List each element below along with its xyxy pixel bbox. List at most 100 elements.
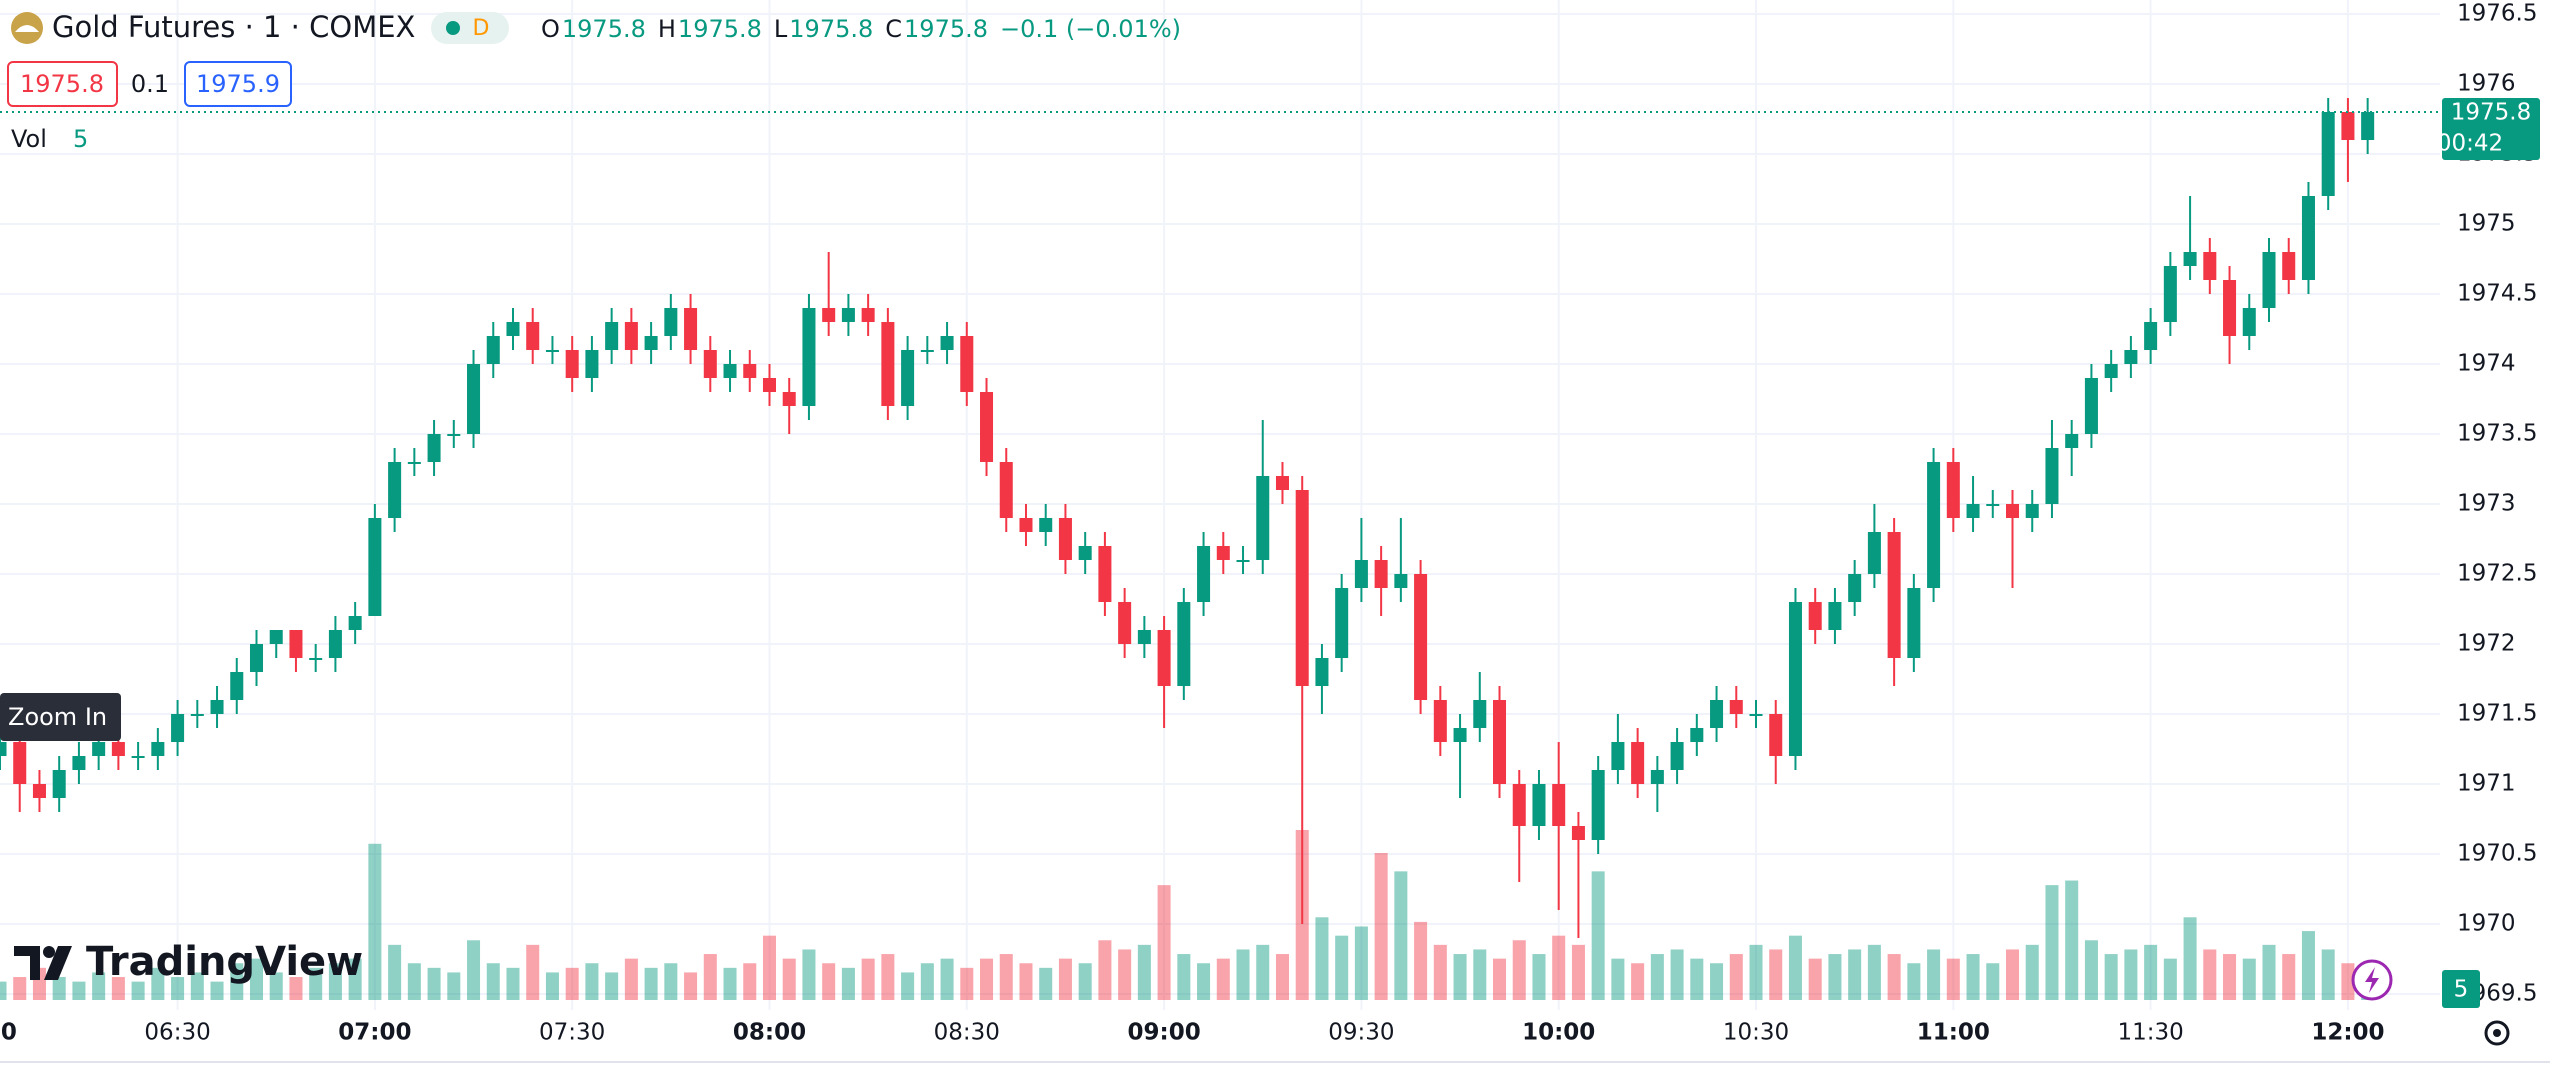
ohlc-key: L	[774, 15, 788, 43]
candle-body	[348, 616, 362, 630]
candle-body	[782, 392, 796, 406]
candle-body	[526, 322, 540, 350]
volume-bar	[111, 977, 125, 1000]
candle-body	[2203, 252, 2217, 280]
volume-bar	[289, 977, 303, 1000]
volume-bar	[171, 977, 185, 1000]
status-badge: D	[473, 16, 490, 41]
last-volume-badge	[2442, 970, 2480, 1008]
candle-body	[743, 364, 757, 378]
volume-bar	[131, 981, 145, 1000]
candle-body	[447, 434, 461, 436]
y-tick-label: 1976.5	[2457, 1, 2537, 27]
candle-body	[1078, 546, 1092, 560]
volume-bar	[684, 972, 698, 1000]
candle-body	[960, 336, 974, 392]
y-tick-label: 1974.5	[2457, 281, 2537, 307]
bid-box[interactable]	[7, 61, 118, 107]
candle-body	[1946, 462, 1960, 518]
y-tick-label: 1976	[2457, 71, 2516, 97]
candle-body	[1611, 742, 1625, 770]
volume-bar	[1946, 958, 1960, 1000]
candle-body	[1591, 770, 1605, 840]
candle-body	[861, 308, 875, 322]
volume-bar	[249, 958, 264, 1000]
volume-bar	[980, 958, 994, 1000]
volume-bar	[2341, 963, 2355, 1000]
volume-bar	[1315, 917, 1329, 1000]
volume-bar	[1907, 963, 1921, 1000]
candle-body	[2321, 112, 2335, 196]
volume-bar	[1118, 949, 1132, 1000]
countdown-label: 00:42	[2437, 131, 2503, 157]
candle-body	[1295, 490, 1309, 686]
candle-body	[2104, 364, 2118, 378]
volume-bar	[407, 963, 421, 1000]
ohlc-key: O	[541, 15, 560, 43]
candle-body	[210, 700, 224, 714]
volume-bar	[1650, 954, 1664, 1000]
candle-body	[1887, 532, 1901, 658]
volume-bar	[841, 967, 855, 1000]
volume-bar	[1512, 940, 1526, 1000]
volume-bar	[2084, 940, 2098, 1000]
volume-bar	[2005, 949, 2020, 1000]
candle-body	[309, 658, 323, 660]
symbol-title[interactable]: Gold Futures · 1 · COMEX	[52, 10, 415, 44]
x-tick-label: 12:00	[2311, 1020, 2384, 1046]
volume-bar	[1473, 949, 1487, 1000]
candle-body	[1927, 462, 1941, 588]
candle-body	[1690, 728, 1704, 742]
candle-body	[2282, 252, 2296, 280]
volume-bar	[2025, 944, 2039, 1000]
ohlc-key: H	[658, 15, 676, 43]
ohlc-values: O 1975.8 H 1975.8 L 1975.8 C 1975.8 −0.1 (−0.01%…	[541, 15, 1181, 43]
candle-body	[565, 350, 579, 378]
candle-body	[1571, 826, 1585, 840]
candle-body	[2262, 252, 2276, 308]
settings-button[interactable]	[2484, 1020, 2510, 1046]
volume-bar	[1690, 958, 1704, 1000]
volume-bar	[1887, 954, 1901, 1000]
x-tick-label: 07:00	[338, 1020, 411, 1046]
volume-bar	[2183, 917, 2197, 1000]
candle-body	[1433, 700, 1447, 742]
volume-bar	[486, 963, 500, 1000]
candle-body	[1275, 476, 1289, 490]
x-tick-label: 07:30	[539, 1020, 605, 1046]
volume-bar	[782, 958, 796, 1000]
candle-body	[1907, 588, 1921, 658]
y-tick-label: 1970.5	[2457, 841, 2537, 867]
volume-bar	[388, 944, 402, 1000]
volume-bar	[427, 967, 441, 1000]
candle-body	[920, 350, 934, 352]
ask-box[interactable]	[184, 61, 292, 107]
volume-bar	[999, 954, 1013, 1000]
status-pill[interactable]	[431, 12, 509, 44]
volume-bar	[1197, 963, 1211, 1000]
candle-body	[1315, 658, 1329, 686]
candle-body	[2084, 378, 2098, 434]
candle-body	[1552, 784, 1566, 826]
volume-bar	[920, 963, 934, 1000]
volume-bar	[1729, 954, 1743, 1000]
volume-bar	[467, 940, 481, 1000]
grid	[0, 0, 2440, 1010]
candle-body	[940, 336, 954, 350]
volume-bar	[960, 967, 974, 1000]
candle-body	[605, 322, 619, 350]
candle-body	[1848, 574, 1862, 602]
volume-bar	[1867, 944, 1881, 1000]
volume-bar	[1493, 958, 1507, 1000]
volume-bar	[2242, 958, 2256, 1000]
volume-bar	[309, 967, 323, 1000]
volume-bar	[1552, 935, 1566, 1000]
y-tick-label: 1970	[2457, 911, 2516, 937]
candle-body	[407, 462, 421, 464]
volume-bar	[1335, 935, 1349, 1000]
tooltip: Zoom In	[8, 703, 107, 731]
candle-body	[2223, 280, 2237, 336]
last-price-badge	[2442, 98, 2540, 160]
ask-price: 1975.9	[196, 70, 280, 98]
